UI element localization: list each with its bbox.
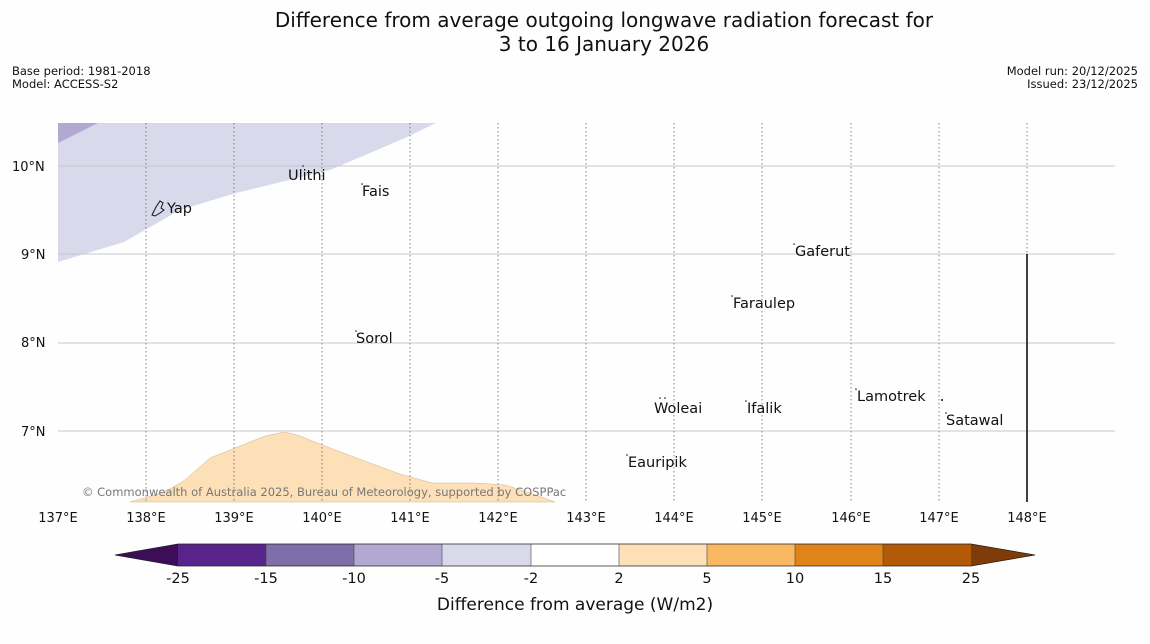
place-labels: Ulithi Fais Yap Gaferut Faraulep Sorol L… — [166, 168, 1003, 471]
model-run: Model run: 20/12/2025 — [1006, 64, 1138, 78]
place-label-satawal: Satawal — [946, 413, 1003, 429]
place-label-fais: Fais — [362, 184, 389, 200]
latitude-tick-labels: 10°N 9°N 8°N 7°N — [12, 160, 46, 440]
place-label-gaferut: Gaferut — [795, 244, 850, 260]
lon-tick-label: 137°E — [38, 511, 78, 526]
colorbar-segment — [266, 544, 354, 566]
base-period: Base period: 1981-2018 — [12, 64, 151, 78]
meta-left: Base period: 1981-2018 Model: ACCESS-S2 — [12, 65, 151, 91]
anomaly-shading — [58, 123, 556, 503]
colorbar-tick-label: 2 — [614, 571, 623, 587]
colorbar-segment — [707, 544, 795, 566]
lon-tick-label: 138°E — [126, 511, 166, 526]
colorbar: -25 -15 -10 -5 -2 2 5 10 15 25 Differenc… — [114, 543, 1036, 615]
colorbar-segment — [178, 544, 266, 566]
lat-tick-label: 7°N — [21, 425, 46, 440]
lat-tick-label: 10°N — [12, 160, 45, 175]
shade-minus5-to-minus2 — [58, 123, 436, 262]
colorbar-tick-label: -10 — [342, 571, 366, 587]
colorbar-tick-label: 15 — [874, 571, 892, 587]
colorbar-tick-label: -2 — [524, 571, 538, 587]
island-dot — [361, 183, 363, 185]
island-dot — [745, 400, 747, 402]
place-label-lamotrek: Lamotrek — [857, 389, 926, 405]
lon-tick-label: 140°E — [302, 511, 342, 526]
island-dot — [731, 295, 733, 297]
colorbar-tick-label: -5 — [435, 571, 449, 587]
colorbar-segment — [883, 544, 971, 566]
lon-tick-label: 145°E — [742, 511, 782, 526]
place-label-sorol: Sorol — [356, 331, 393, 347]
yap-island-outline — [151, 200, 165, 217]
shade-minus10-to-minus5 — [58, 123, 98, 143]
colorbar-tick-label: 25 — [962, 571, 980, 587]
title-line-1: Difference from average outgoing longwav… — [274, 8, 934, 32]
island-dot — [941, 399, 943, 401]
island-dot — [626, 454, 628, 456]
colorbar-tick-label: 10 — [786, 571, 804, 587]
shade-2-to-5 — [129, 431, 556, 503]
lat-tick-label: 8°N — [21, 336, 46, 351]
island-markers — [302, 165, 947, 456]
island-dot — [664, 397, 666, 399]
model-name: Model: ACCESS-S2 — [12, 77, 119, 91]
colorbar-segment — [619, 544, 707, 566]
lon-tick-label: 139°E — [214, 511, 254, 526]
lon-tick-label: 144°E — [654, 511, 694, 526]
lon-tick-label: 142°E — [478, 511, 518, 526]
colorbar-tick-label: 5 — [702, 571, 711, 587]
lon-tick-label: 146°E — [831, 511, 871, 526]
lon-tick-label: 143°E — [566, 511, 606, 526]
colorbar-segment — [795, 544, 883, 566]
meta-right: Model run: 20/12/2025 Issued: 23/12/2025 — [1007, 65, 1138, 91]
chart-title: Difference from average outgoing longwav… — [0, 8, 1150, 56]
place-label-faraulep: Faraulep — [733, 296, 795, 312]
colorbar-extend-low — [115, 544, 178, 566]
island-dot — [302, 165, 304, 167]
island-dot — [355, 330, 357, 332]
colorbar-tick-label: -25 — [166, 571, 190, 587]
place-label-eauripik: Eauripik — [628, 455, 687, 471]
island-dot — [945, 412, 947, 414]
lon-tick-label: 147°E — [919, 511, 959, 526]
issued-date: Issued: 23/12/2025 — [1027, 77, 1138, 91]
place-label-yap: Yap — [166, 201, 192, 217]
colorbar-tick-label: -15 — [254, 571, 278, 587]
copyright-notice: © Commonwealth of Australia 2025, Bureau… — [82, 485, 566, 499]
colorbar-outline — [114, 543, 1036, 567]
island-dot — [659, 397, 661, 399]
place-label-woleai: Woleai — [654, 401, 702, 417]
title-line-2: 3 to 16 January 2026 — [498, 32, 710, 56]
colorbar-title: Difference from average (W/m2) — [437, 595, 713, 615]
place-label-ulithi: Ulithi — [288, 168, 326, 184]
lon-tick-label: 141°E — [390, 511, 430, 526]
island-dot — [855, 388, 857, 390]
colorbar-extend-high — [971, 544, 1035, 566]
longitude-tick-labels: 137°E 138°E 139°E 140°E 141°E 142°E 143°… — [38, 511, 1047, 526]
place-label-ifalik: Ifalik — [747, 401, 782, 417]
colorbar-segment — [442, 544, 531, 566]
lon-tick-label: 148°E — [1007, 511, 1047, 526]
colorbar-segment — [531, 544, 619, 566]
colorbar-segment — [354, 544, 442, 566]
latitude-gridlines — [58, 165, 1115, 432]
lat-tick-label: 9°N — [21, 248, 46, 263]
island-dot — [793, 243, 795, 245]
